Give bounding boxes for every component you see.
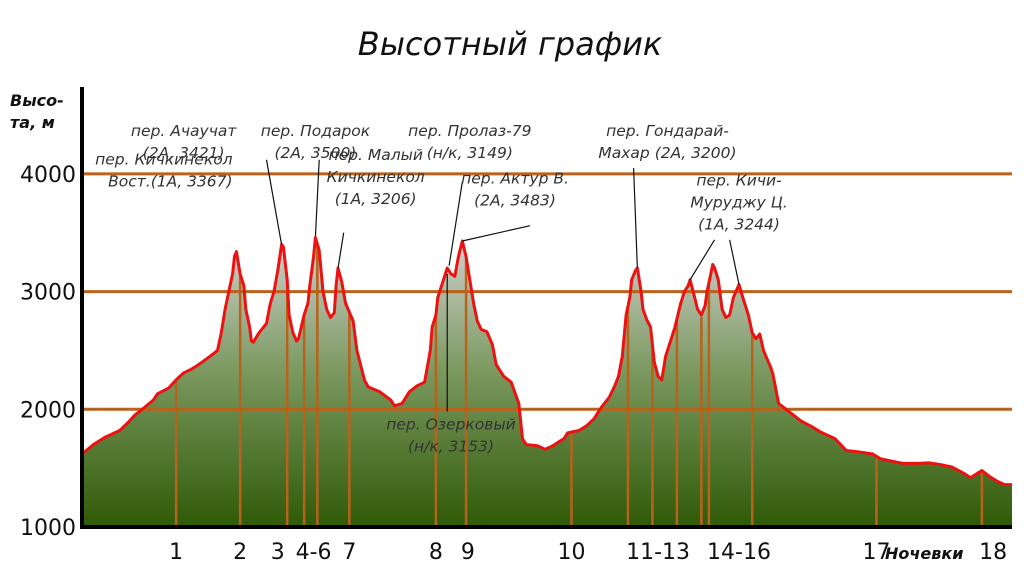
x-tick-4: 4-6	[296, 540, 332, 565]
annotation-leader-8-1	[632, 167, 638, 269]
x-tick-2: 2	[233, 540, 247, 565]
annotation-5-line-2: (н/к, 3149)	[427, 144, 513, 162]
annotation-8-line-1: пер. Гондарай-	[606, 122, 729, 140]
elevation-fill	[82, 237, 1012, 527]
annotation-4-line-3: (1А, 3206)	[335, 190, 417, 208]
annotation-leader-6-1	[462, 225, 531, 242]
x-tick-11: 17	[862, 540, 890, 565]
y-axis-label-line2: та, м	[10, 113, 55, 132]
x-tick-12: 18	[979, 540, 1007, 565]
y-tick-2000: 2000	[20, 398, 76, 423]
annotation-4-line-2: Кичкинекол	[327, 168, 425, 186]
x-tick-9: 11-13	[626, 540, 690, 565]
annotation-leaders	[265, 159, 740, 412]
elevation-line-path	[81, 236, 1012, 487]
x-tick-8: 10	[557, 540, 585, 565]
annotation-leader-5-1	[448, 182, 463, 266]
x-tick-1: 1	[169, 540, 183, 565]
y-tick-labels: 1000 2000 3000 4000	[20, 163, 76, 541]
annotation-1-line-1: пер. Кичкинекол	[95, 150, 233, 168]
annotation-9-line-2: Муруджу Ц.	[690, 194, 787, 212]
x-axis-label: Ночевки	[885, 544, 963, 563]
annotation-3-line-2: (2А, 3500)	[275, 144, 357, 162]
pass-annotations: пер. Кичкинекол Вост.(1А, 3367) пер. Ачауч…	[95, 122, 788, 455]
annotation-5-line-1: пер. Пролаз-79	[408, 122, 531, 140]
elevation-line	[81, 236, 1012, 487]
annotation-7-line-1: пер. Озерковый	[386, 415, 515, 433]
x-tick-5: 7	[342, 540, 356, 565]
gridlines	[82, 172, 1012, 411]
x-tick-labels: 1 2 3 4-6 7 8 9 10 11-13 14-16 17 18	[169, 540, 1007, 565]
annotation-6-line-2: (2А, 3483)	[474, 191, 556, 209]
axes	[80, 87, 1012, 529]
annotation-2-line-2: (2А, 3421)	[143, 144, 225, 162]
annotation-9-line-3: (1А, 3244)	[698, 216, 780, 234]
x-tick-6: 8	[429, 540, 443, 565]
x-tick-10: 14-16	[707, 540, 771, 565]
annotation-4-line-1: пер. Малый	[328, 146, 422, 164]
annotation-leader-3-1	[314, 159, 320, 237]
annotation-3-line-1: пер. Подарок	[261, 122, 371, 140]
y-tick-1000: 1000	[20, 516, 76, 541]
annotation-leader-2-1	[265, 159, 283, 245]
annotation-leader-9-2	[729, 239, 740, 285]
annotation-8-line-2: Махар (2А, 3200)	[598, 144, 736, 162]
annotation-6-line-1: пер. Актур В.	[461, 169, 569, 187]
annotation-leader-9-1	[689, 239, 716, 281]
y-axis-label-line1: Высо-	[10, 91, 64, 110]
annotation-2-line-1: пер. Ачаучат	[131, 122, 237, 140]
annotation-leader-4-1	[337, 232, 345, 269]
annotation-9-line-1: пер. Кичи-	[696, 172, 782, 190]
night-markers	[174, 245, 984, 527]
y-tick-3000: 3000	[20, 281, 76, 306]
annotation-7-line-2: (н/к, 3153)	[408, 437, 494, 455]
annotation-1-line-2: Вост.(1А, 3367)	[108, 172, 232, 190]
x-tick-3: 3	[271, 540, 285, 565]
x-tick-7: 9	[461, 540, 475, 565]
chart-title: Высотный график	[358, 25, 663, 63]
y-tick-4000: 4000	[20, 163, 76, 188]
elevation-area	[82, 237, 1012, 527]
